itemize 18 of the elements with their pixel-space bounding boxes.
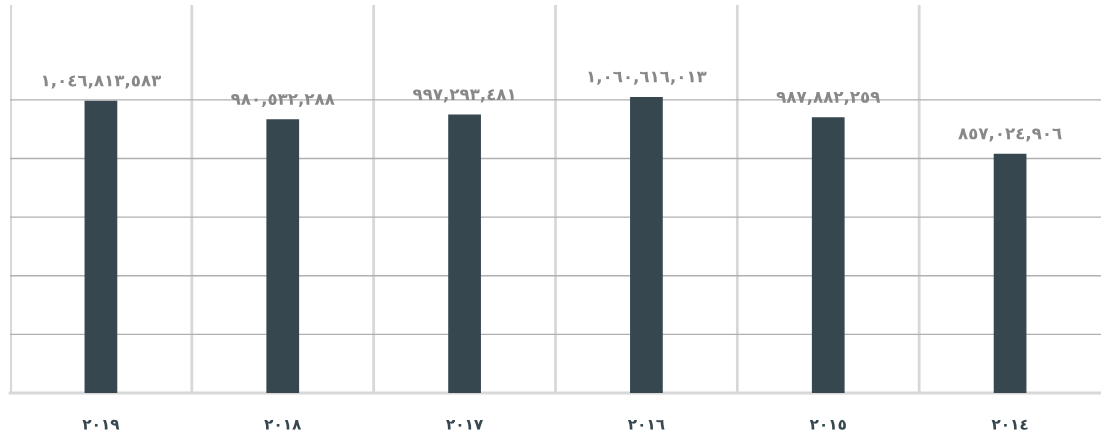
data-label: ٩٩٧,٢٩٣,٤٨١	[413, 89, 514, 103]
x-tick-label: ٢٠١٥	[809, 419, 846, 430]
data-label: ١,٠٤٦,٨١٣,٥٨٣	[42, 75, 162, 89]
data-label: ١,٠٦٠,٦١٦,٠١٣	[588, 71, 707, 85]
x-tick-label: ٢٠١٩	[82, 419, 120, 430]
x-tick-label: ٢٠١٤	[991, 419, 1028, 430]
data-label: ٩٨٧,٨٨٢,٢٥٩	[776, 91, 881, 106]
bar	[993, 153, 1027, 393]
bar	[811, 117, 845, 393]
bar	[84, 100, 118, 393]
bar	[448, 114, 481, 393]
bar	[266, 119, 300, 393]
x-tick-label: ٢٠١٨	[264, 419, 302, 430]
x-tick-label: ٢٠١٦	[627, 419, 665, 430]
data-label: ٩٨٠,٥٣٢,٢٨٨	[231, 94, 335, 108]
x-tick-label: ٢٠١٧	[446, 419, 484, 430]
bar	[630, 96, 663, 393]
data-label: ٨٥٧,٠٢٤,٩٠٦	[958, 128, 1062, 142]
